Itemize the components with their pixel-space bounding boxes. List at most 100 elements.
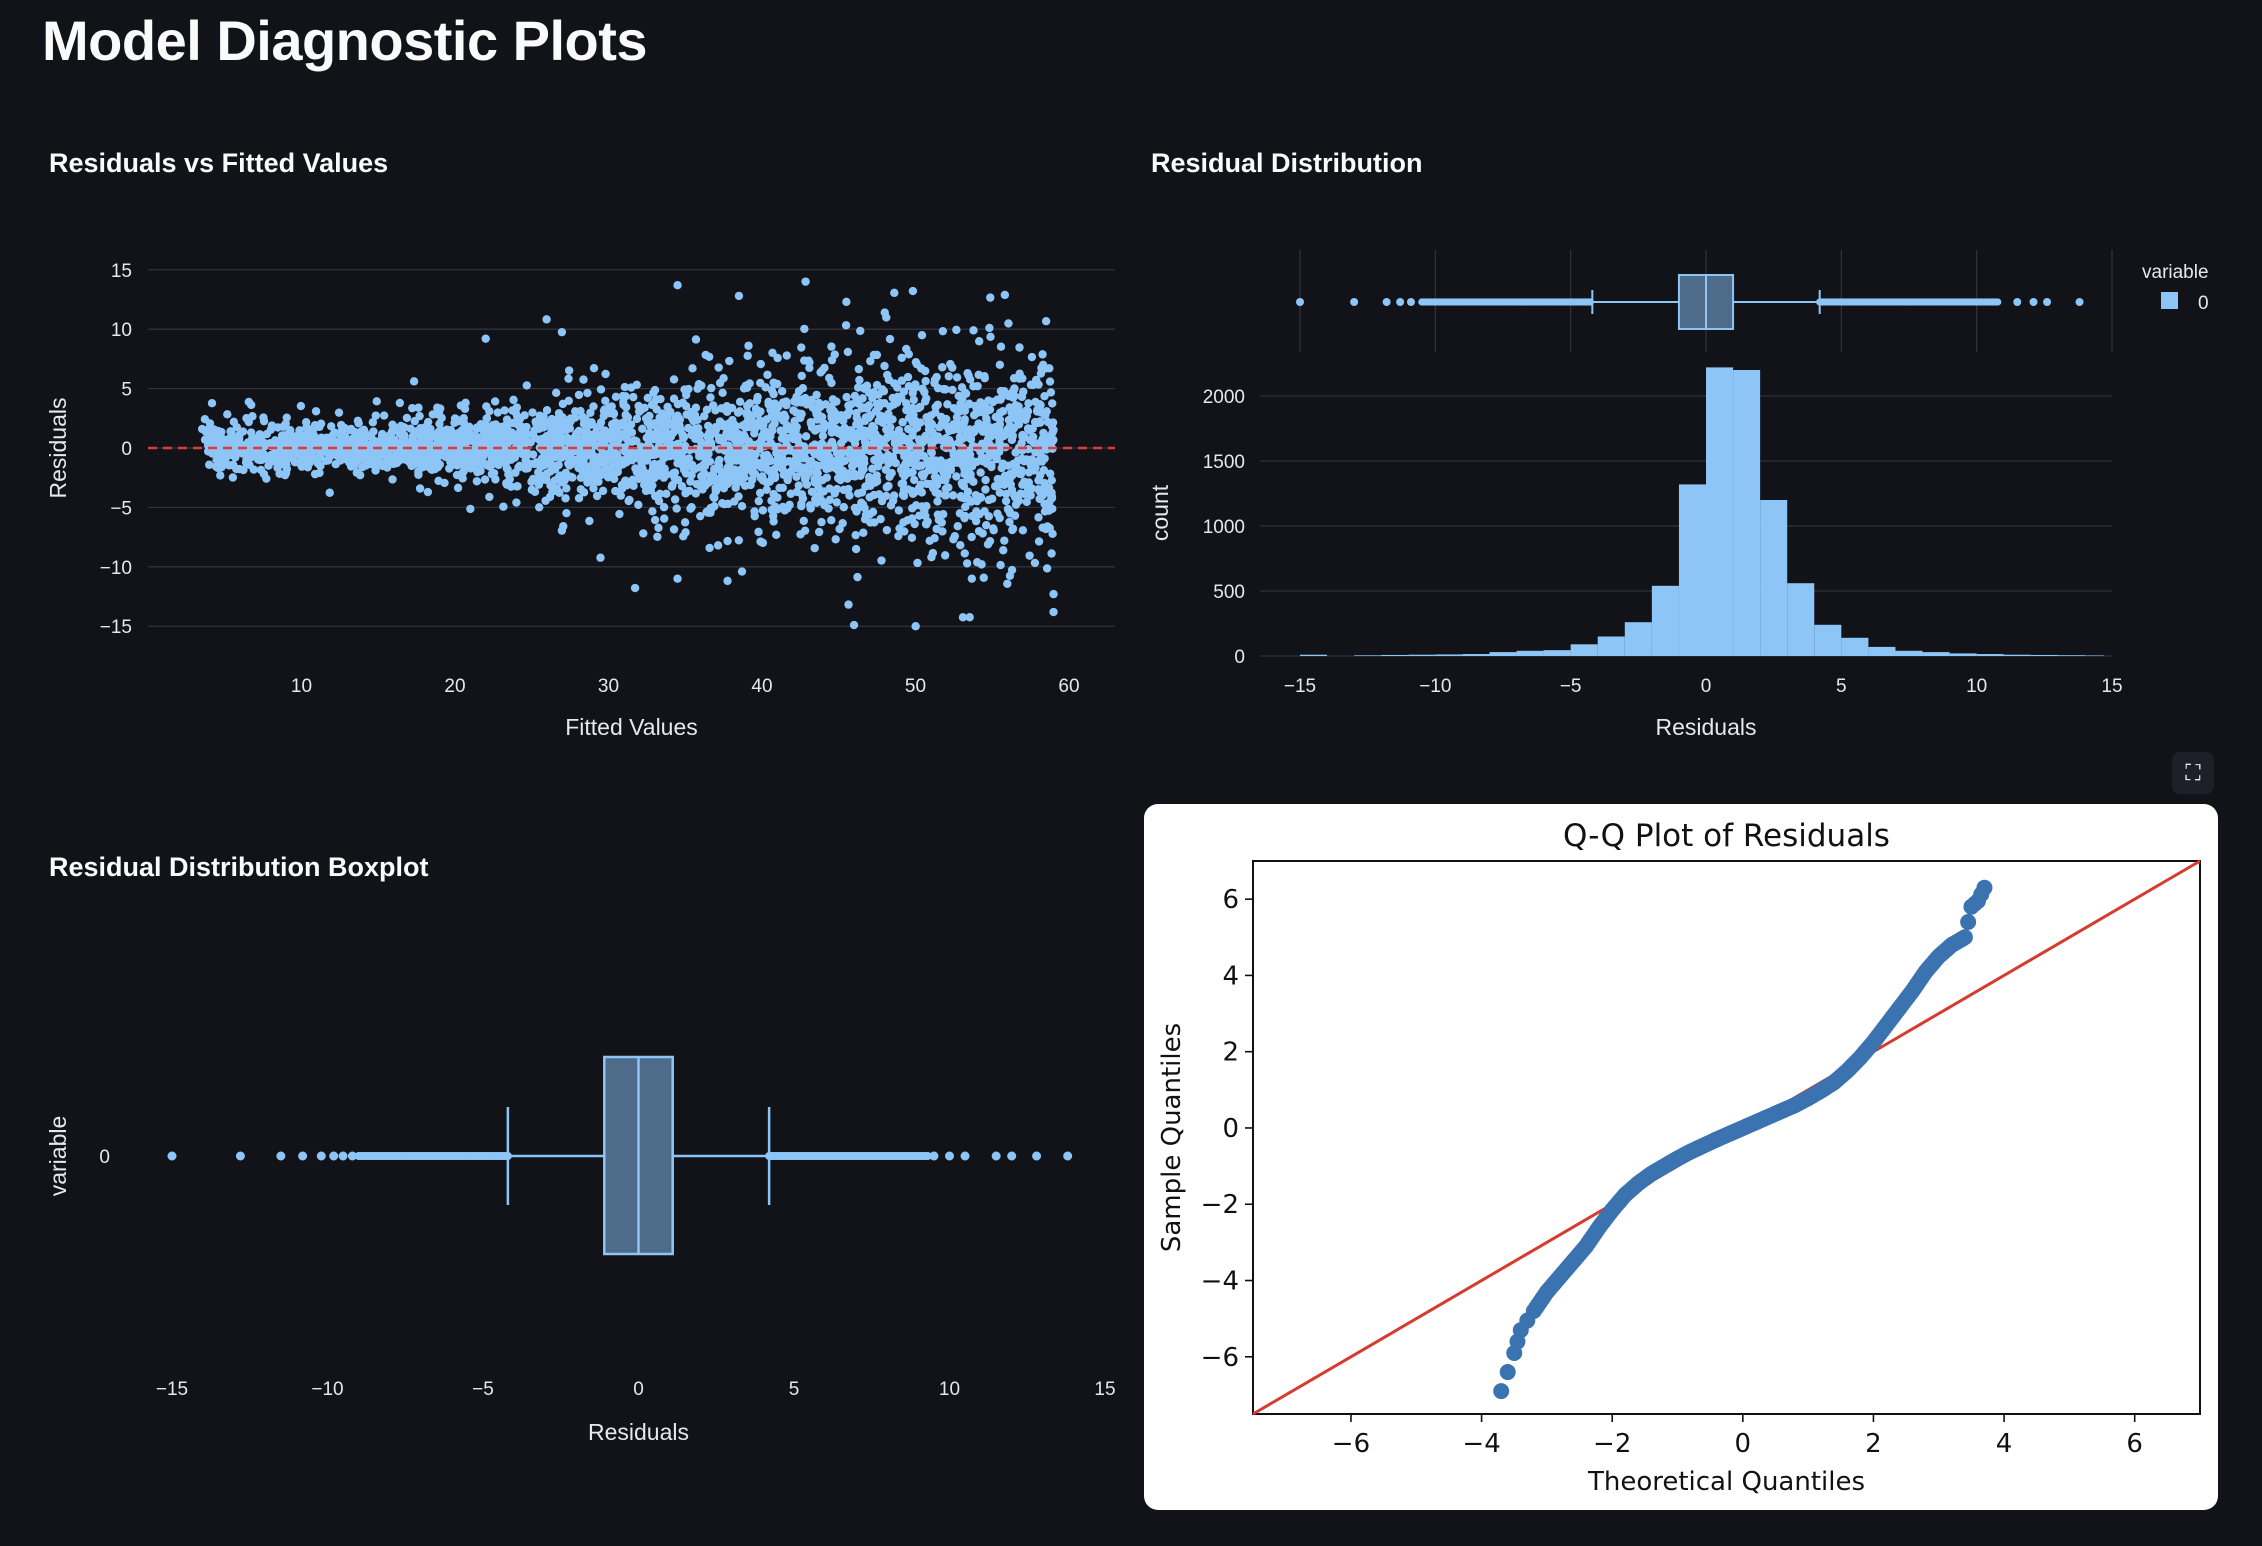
scatter-point — [866, 356, 875, 366]
scatter-point — [339, 448, 348, 458]
scatter-point — [244, 397, 254, 407]
scatter-point — [574, 426, 584, 436]
scatter-point — [736, 455, 745, 465]
scatter-point — [592, 423, 601, 432]
scatter-point — [859, 528, 868, 537]
scatter-point — [941, 484, 950, 494]
scatter-point — [368, 418, 378, 427]
scatter-point — [485, 407, 494, 416]
scatter-point — [597, 435, 607, 444]
scatter-point — [503, 424, 512, 434]
scatter-point — [388, 475, 397, 484]
scatter-point — [941, 385, 950, 394]
scatter-point — [714, 433, 724, 442]
scatter-point — [973, 381, 982, 391]
scatter-point — [609, 453, 618, 462]
scatter-point — [701, 350, 710, 360]
scatter-point — [720, 499, 729, 509]
scatter-point — [678, 461, 687, 470]
scatter-point — [995, 360, 1005, 370]
scatter-point — [706, 393, 715, 402]
scatter-point — [814, 424, 823, 433]
outlier-point — [1007, 1151, 1017, 1161]
scatter-point — [948, 491, 958, 500]
scatter-point — [846, 400, 856, 409]
outlier-point — [1296, 298, 1304, 306]
scatter-point — [592, 491, 602, 501]
scatter-point — [542, 406, 552, 415]
scatter-point — [264, 461, 273, 470]
scatter-point — [1014, 402, 1023, 411]
scatter-point — [506, 482, 516, 491]
scatter-point — [207, 399, 217, 408]
scatter-point — [927, 448, 936, 458]
scatter-point — [804, 464, 814, 473]
scatter-point — [1004, 319, 1013, 328]
x-tick-label: 60 — [1058, 676, 1079, 697]
histogram-bars — [1300, 367, 2104, 656]
scatter-point — [346, 424, 356, 434]
scatter-point — [995, 513, 1004, 523]
scatter-point — [670, 474, 680, 483]
scatter-point — [792, 472, 801, 482]
scatter-point — [634, 401, 643, 411]
scatter-point — [775, 483, 784, 493]
scatter-point — [810, 543, 819, 553]
scatter-point — [309, 424, 319, 433]
scatter-point — [844, 600, 853, 609]
scatter-point — [648, 481, 657, 490]
scatter-point — [891, 379, 900, 389]
scatter-point — [629, 392, 638, 402]
scatter-point — [922, 435, 931, 444]
outlier-point — [338, 1151, 348, 1161]
scatter-point — [493, 408, 503, 417]
qq-points — [1493, 879, 1993, 1400]
x-tick-label: −5 — [472, 1379, 494, 1400]
scatter-point — [897, 353, 906, 363]
scatter-point — [414, 403, 423, 412]
scatter-point — [707, 383, 716, 393]
outlier-point — [2013, 298, 2022, 306]
scatter-point — [490, 397, 500, 406]
fullscreen-button[interactable]: ⛶ — [2172, 752, 2214, 794]
scatter-point — [911, 622, 920, 631]
x-tick-label: −15 — [156, 1379, 188, 1400]
scatter-point — [448, 431, 457, 441]
scatter-point — [415, 484, 425, 493]
scatter-point — [743, 351, 752, 360]
scatter-point — [542, 432, 551, 441]
scatter-point — [589, 468, 598, 478]
scatter-point — [875, 434, 884, 443]
outlier-point — [1406, 298, 1415, 306]
scatter-point — [996, 408, 1005, 417]
scatter-point — [288, 453, 297, 463]
scatter-point — [737, 567, 747, 576]
scatter-point — [635, 453, 645, 463]
scatter-point — [550, 476, 559, 485]
histogram-bar — [1435, 654, 1463, 656]
scatter-point — [616, 491, 626, 500]
scatter-point — [324, 435, 333, 444]
scatter-point — [769, 378, 778, 387]
y-tick-label: −5 — [110, 498, 132, 519]
scatter-point — [853, 383, 863, 392]
histogram-bar — [1408, 654, 1436, 656]
scatter-point — [789, 434, 798, 444]
scatter-point — [669, 375, 679, 384]
outlier-point — [235, 1151, 245, 1161]
scatter-point — [974, 370, 983, 380]
scatter-point — [956, 493, 966, 502]
scatter-point — [532, 458, 541, 467]
x-tick-label: 6 — [2126, 1429, 2143, 1459]
scatter-point — [349, 445, 358, 454]
scatter-point — [666, 432, 676, 442]
scatter-point — [609, 434, 619, 443]
scatter-point — [814, 483, 823, 493]
scatter-point — [570, 432, 580, 442]
histogram-bar — [1706, 367, 1734, 656]
scatter-point — [898, 479, 908, 488]
scatter-point — [522, 381, 531, 390]
scatter-point — [917, 461, 926, 470]
scatter-point — [701, 456, 710, 466]
